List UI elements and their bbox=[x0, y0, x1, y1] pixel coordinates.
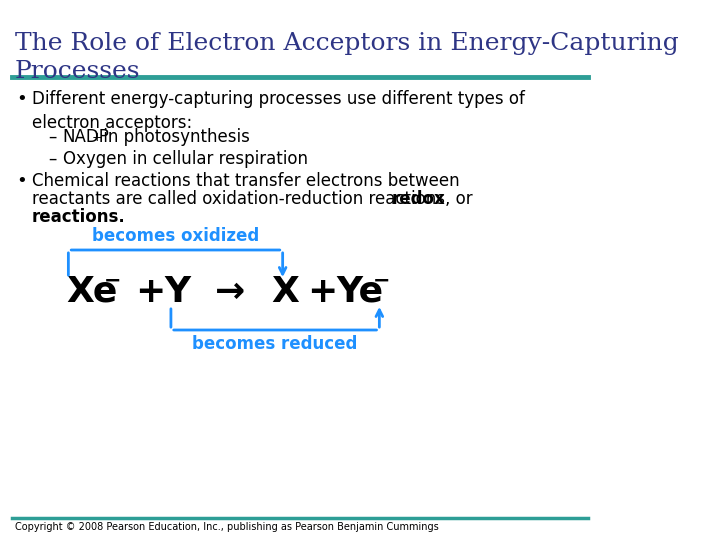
Text: redox: redox bbox=[392, 190, 446, 208]
Text: becomes oxidized: becomes oxidized bbox=[92, 227, 259, 245]
Text: reactions.: reactions. bbox=[32, 208, 125, 226]
Text: •: • bbox=[17, 172, 27, 190]
Text: Different energy-capturing processes use different types of
electron acceptors:: Different energy-capturing processes use… bbox=[32, 90, 525, 132]
Text: reactants are called oxidation-reduction reactions, or: reactants are called oxidation-reduction… bbox=[32, 190, 477, 208]
Text: in photosynthesis: in photosynthesis bbox=[97, 128, 249, 146]
Text: becomes reduced: becomes reduced bbox=[192, 335, 358, 353]
Text: −: − bbox=[104, 271, 121, 291]
Text: NADP: NADP bbox=[63, 128, 109, 146]
Text: Ye: Ye bbox=[336, 275, 383, 309]
Text: →: → bbox=[215, 275, 246, 309]
Text: –: – bbox=[48, 150, 57, 168]
Text: X: X bbox=[271, 275, 299, 309]
Text: −: − bbox=[373, 271, 390, 291]
Text: +: + bbox=[307, 275, 337, 309]
Text: •: • bbox=[17, 90, 27, 108]
Text: +: + bbox=[91, 131, 102, 144]
Text: Y: Y bbox=[164, 275, 190, 309]
Text: Oxygen in cellular respiration: Oxygen in cellular respiration bbox=[63, 150, 307, 168]
Text: Chemical reactions that transfer electrons between: Chemical reactions that transfer electro… bbox=[32, 172, 459, 190]
Text: Xe: Xe bbox=[67, 275, 118, 309]
Text: Copyright © 2008 Pearson Education, Inc., publishing as Pearson Benjamin Cumming: Copyright © 2008 Pearson Education, Inc.… bbox=[15, 522, 438, 532]
Text: +: + bbox=[135, 275, 166, 309]
Text: –: – bbox=[48, 128, 57, 146]
Text: The Role of Electron Acceptors in Energy-Capturing
Processes: The Role of Electron Acceptors in Energy… bbox=[15, 32, 679, 83]
